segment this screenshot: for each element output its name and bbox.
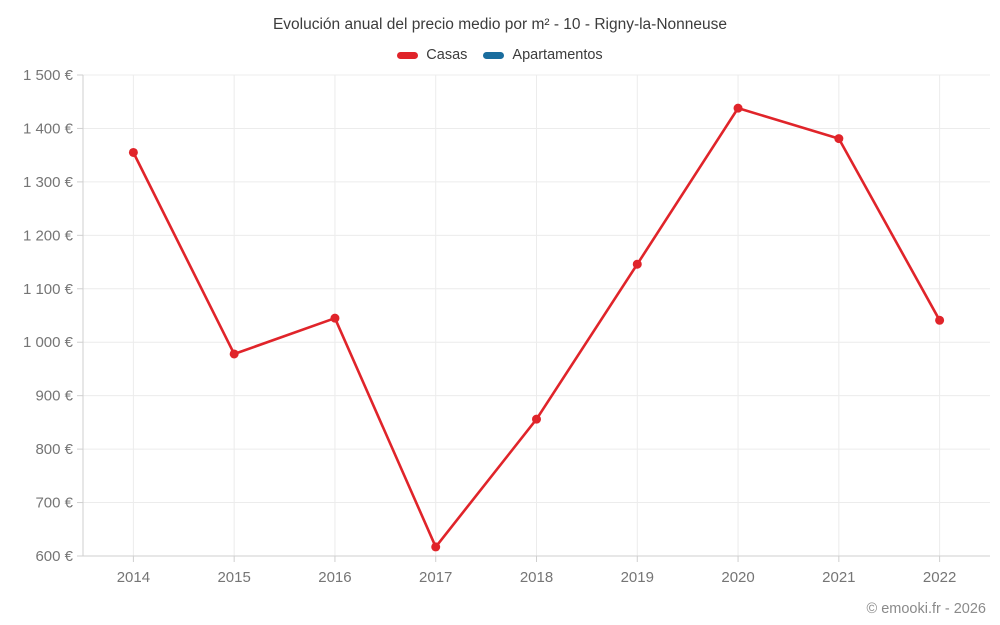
x-axis-label: 2017 [419,569,452,586]
data-point-casas-2017[interactable] [431,542,441,552]
legend-swatch-apartamentos-icon [483,51,505,59]
y-axis-label: 700 € [35,495,73,512]
chart-legend: Casas Apartamentos [0,47,1000,63]
y-axis-label: 1 300 € [23,174,74,191]
x-axis-label: 2020 [721,569,754,586]
y-axis-label: 600 € [35,548,73,565]
y-axis-label: 1 400 € [23,120,74,137]
data-point-casas-2022[interactable] [935,315,945,325]
x-axis-label: 2019 [621,569,654,586]
data-point-casas-2015[interactable] [229,349,239,359]
x-axis-label: 2018 [520,569,553,586]
x-axis-label: 2021 [822,569,855,586]
legend-label-apartamentos: Apartamentos [512,47,603,63]
y-axis-label: 1 500 € [23,67,74,84]
data-point-casas-2019[interactable] [632,259,642,269]
legend-swatch-casas-icon [397,51,419,59]
data-point-casas-2014[interactable] [128,147,138,157]
copyright-text: © emooki.fr - 2026 [866,601,986,617]
y-axis-label: 900 € [35,388,73,405]
x-axis-label: 2015 [217,569,250,586]
y-axis-label: 1 200 € [23,227,74,244]
data-point-casas-2016[interactable] [330,313,340,323]
data-point-casas-2020[interactable] [733,103,743,113]
data-point-casas-2021[interactable] [834,134,844,144]
x-axis-label: 2022 [923,569,956,586]
legend-item-casas[interactable]: Casas [397,47,467,63]
x-axis-label: 2014 [117,569,150,586]
chart-title: Evolución anual del precio medio por m² … [272,16,728,33]
y-axis-label: 1 100 € [23,281,74,298]
y-axis-label: 1 000 € [23,334,74,351]
data-point-casas-2018[interactable] [532,414,541,424]
legend-item-apartamentos[interactable]: Apartamentos [483,47,603,63]
legend-label-casas: Casas [426,47,468,63]
x-axis-label: 2016 [318,569,351,586]
y-axis-label: 800 € [35,441,73,458]
